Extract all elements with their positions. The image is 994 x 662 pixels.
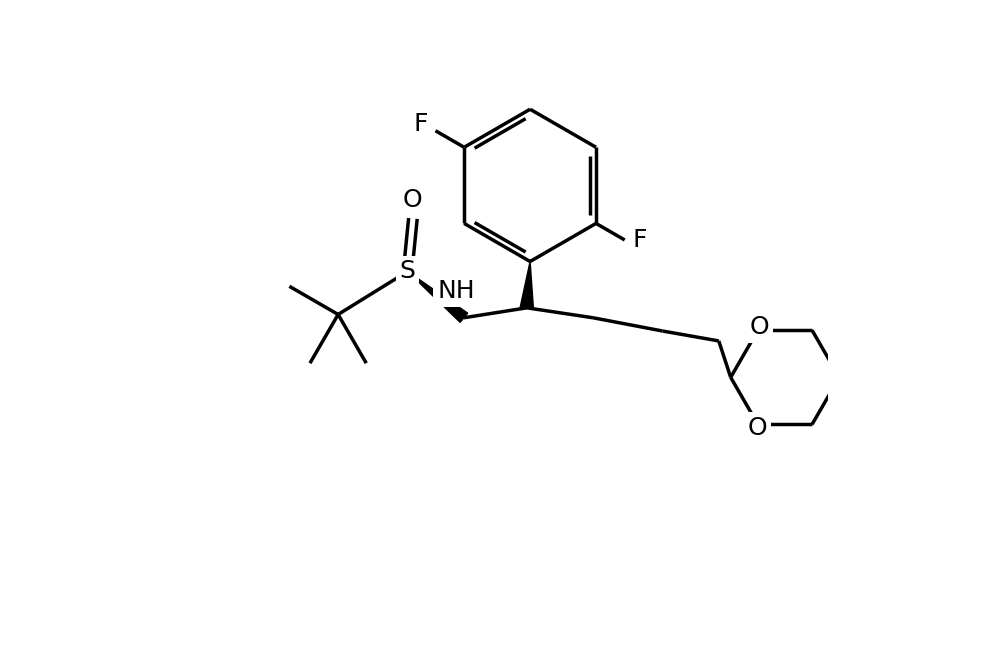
- Text: F: F: [632, 228, 646, 252]
- Text: O: O: [749, 315, 769, 339]
- Text: S: S: [400, 260, 415, 283]
- Text: O: O: [748, 416, 767, 440]
- Text: NH: NH: [437, 279, 475, 303]
- Polygon shape: [408, 271, 468, 322]
- Text: O: O: [404, 188, 422, 212]
- Polygon shape: [520, 261, 534, 308]
- Text: F: F: [414, 112, 428, 136]
